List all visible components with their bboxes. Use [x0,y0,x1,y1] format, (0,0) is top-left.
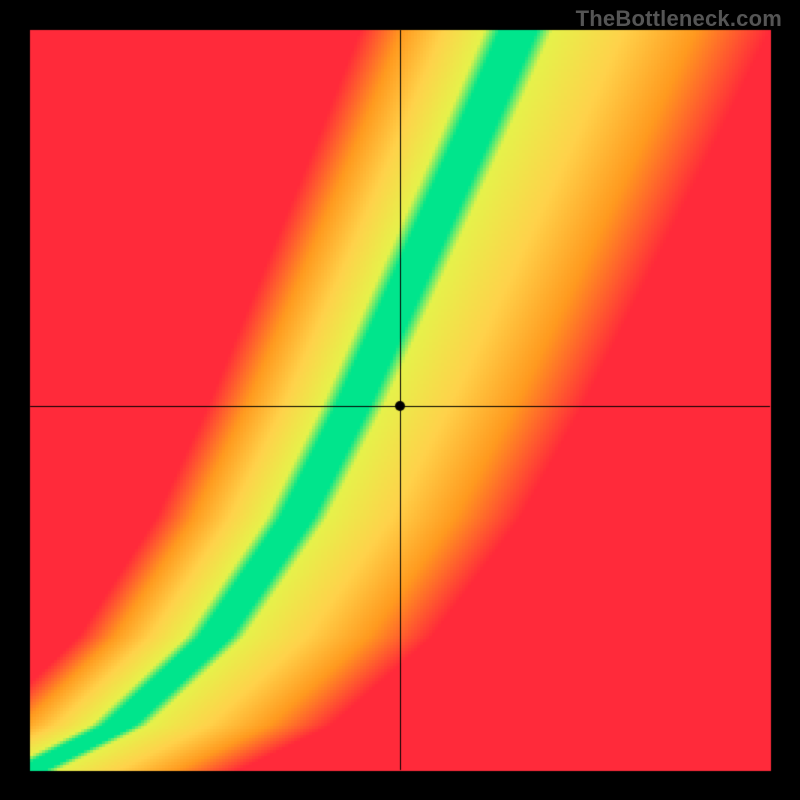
watermark-label: TheBottleneck.com [576,6,782,32]
bottleneck-heatmap [0,0,800,800]
chart-container: TheBottleneck.com [0,0,800,800]
